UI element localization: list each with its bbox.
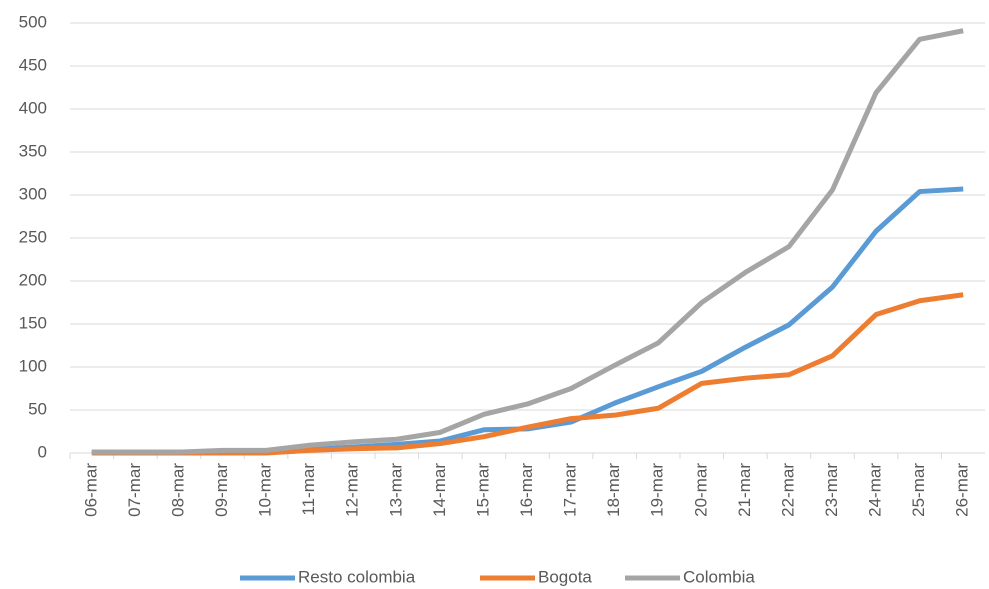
y-tick-label: 0 — [38, 442, 47, 461]
legend-label: Resto colombia — [298, 567, 416, 586]
legend-label: Bogota — [538, 567, 592, 586]
x-tick-label: 08-mar — [168, 463, 187, 517]
y-tick-label: 450 — [19, 55, 47, 74]
x-tick-label: 18-mar — [604, 463, 623, 517]
x-tick-label: 13-mar — [386, 463, 405, 517]
x-tick-label: 06-mar — [81, 463, 100, 517]
y-tick-label: 300 — [19, 184, 47, 203]
y-tick-label: 100 — [19, 356, 47, 375]
y-tick-label: 50 — [28, 399, 47, 418]
x-tick-label: 24-mar — [866, 463, 885, 517]
y-tick-label: 150 — [19, 313, 47, 332]
x-tick-label: 22-mar — [778, 463, 797, 517]
x-tick-label: 10-mar — [256, 463, 275, 517]
legend-label: Colombia — [683, 567, 755, 586]
x-tick-label: 19-mar — [648, 463, 667, 517]
y-tick-label: 200 — [19, 270, 47, 289]
x-tick-label: 16-mar — [517, 463, 536, 517]
x-tick-label: 09-mar — [212, 463, 231, 517]
x-tick-label: 20-mar — [691, 463, 710, 517]
x-tick-label: 17-mar — [561, 463, 580, 517]
x-tick-label: 07-mar — [125, 463, 144, 517]
x-tick-label: 21-mar — [735, 463, 754, 517]
y-tick-label: 350 — [19, 141, 47, 160]
x-tick-label: 26-mar — [953, 463, 972, 517]
y-tick-label: 250 — [19, 227, 47, 246]
y-tick-label: 400 — [19, 98, 47, 117]
series-line — [91, 186, 964, 455]
series-line — [91, 28, 964, 455]
x-tick-label: 25-mar — [909, 463, 928, 517]
y-tick-label: 500 — [19, 12, 47, 31]
series-line — [91, 292, 964, 456]
x-tick-label: 15-mar — [473, 463, 492, 517]
x-tick-label: 12-mar — [343, 463, 362, 517]
x-tick-label: 11-mar — [299, 463, 318, 516]
x-tick-label: 23-mar — [822, 463, 841, 517]
x-tick-label: 14-mar — [430, 463, 449, 517]
